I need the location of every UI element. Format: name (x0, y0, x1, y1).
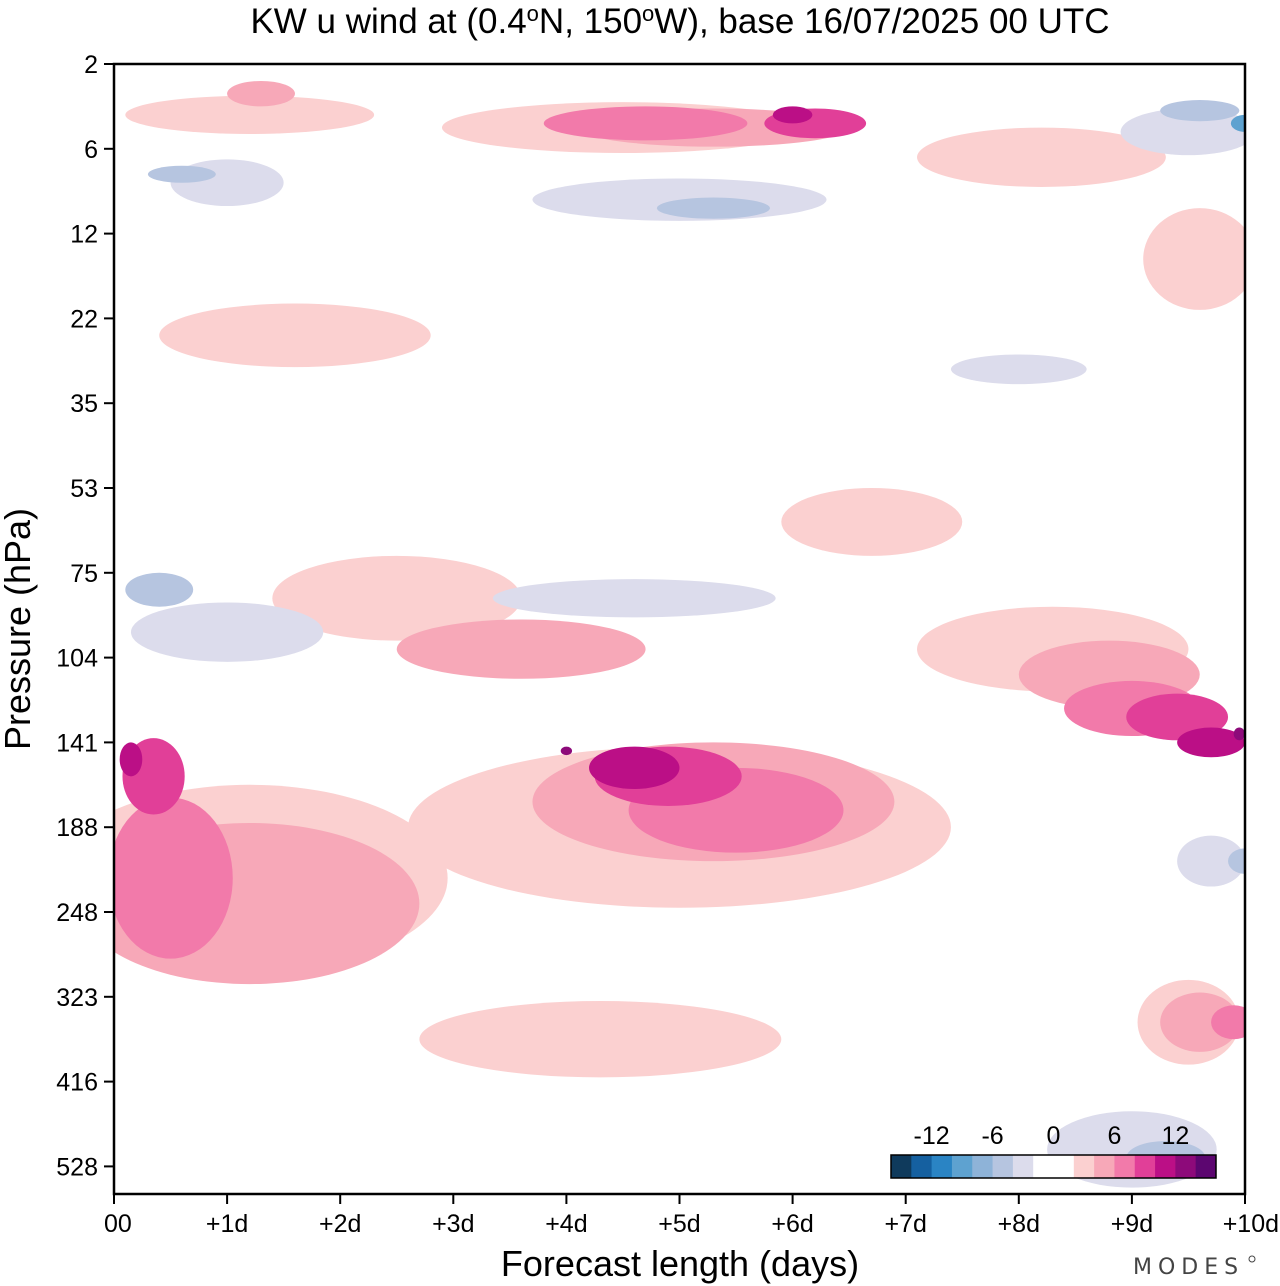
colorbar-swatch-3 (951, 1155, 973, 1178)
x-axis: 00 +1d +2d +3d +4d +5d +6d +7d +8d +9d +10d (104, 1194, 1279, 1238)
x-tick-label-+8d: +8d (998, 1210, 1040, 1238)
x-tick-label-+7d: +7d (884, 1210, 926, 1238)
contour-patch-6-4 (1211, 1005, 1245, 1040)
contour-patch-12-1 (1233, 727, 1245, 741)
contour-patch--4-2 (1160, 100, 1240, 122)
y-axis: 2 6 12 22 35 53 75 104 141 188 248 323 416 528 (56, 51, 114, 1181)
colorbar-swatch-0 (891, 1155, 912, 1178)
y-tick-label-416: 416 (56, 1069, 98, 1097)
title-degree-sup-2: o (642, 1, 654, 26)
y-tick-label-75: 75 (70, 560, 98, 588)
contour-patch-10-0 (772, 106, 813, 124)
contour-patch-4-2 (396, 619, 646, 679)
y-tick-label-141: 141 (56, 729, 98, 757)
y-tick-label-104: 104 (56, 645, 98, 673)
colorbar-label--12: -12 (914, 1122, 950, 1150)
title-suffix: W), base 16/07/2025 00 UTC (654, 2, 1109, 41)
y-tick-label-12: 12 (70, 221, 98, 249)
y-tick-label-248: 248 (56, 899, 98, 927)
x-tick-label-+4d: +4d (545, 1210, 587, 1238)
contour-patch--4-0 (147, 165, 216, 183)
y-tick-label-528: 528 (56, 1153, 98, 1181)
colorbar-label--6: -6 (981, 1122, 1003, 1150)
contour-patch-4-6 (1160, 992, 1240, 1052)
contour-patch-2-10 (419, 1001, 782, 1078)
contour-patch--6-0 (1230, 114, 1245, 132)
contour-patch-4-0 (227, 80, 295, 107)
contour-patch--2-4 (492, 579, 776, 618)
title-degree-sup-1: o (527, 1, 539, 26)
y-tick-label-6: 6 (84, 136, 98, 164)
x-tick-label-+2d: +2d (319, 1210, 361, 1238)
contour-patch--2-5 (130, 602, 324, 662)
colorbar-swatch-8 (1053, 1155, 1075, 1178)
contour-patch--4-5 (1228, 848, 1245, 874)
colorbar-swatch-5 (992, 1155, 1014, 1178)
contour-patch--4-3 (125, 572, 194, 607)
colorbar-swatch-9 (1073, 1155, 1095, 1178)
contour-patch-10-2 (1177, 727, 1245, 758)
colorbar-swatch-14 (1175, 1155, 1197, 1178)
y-tick-label-22: 22 (70, 305, 98, 333)
x-tick-label-00: 00 (104, 1210, 132, 1238)
contour-patch-2-2 (917, 127, 1166, 187)
contour-patch-2-5 (781, 488, 963, 556)
x-tick-label-+9d: +9d (1111, 1210, 1153, 1238)
title-mid: N, 150 (539, 2, 642, 41)
contour-level-10 (119, 106, 1245, 790)
modes-watermark: MODES (1133, 1255, 1244, 1280)
contour-patch-2-3 (1143, 208, 1245, 310)
y-tick-label-323: 323 (56, 984, 98, 1012)
colorbar-swatch-7 (1033, 1155, 1054, 1178)
colorbar-swatch-1 (911, 1155, 933, 1178)
colorbar-swatch-2 (931, 1155, 953, 1178)
y-tick-label-35: 35 (70, 390, 98, 418)
y-axis-title: Pressure (hPa) (0, 508, 38, 750)
colorbar-swatch-11 (1114, 1155, 1136, 1178)
registered-mark-icon (1248, 1255, 1256, 1263)
contour-patch--2-3 (950, 354, 1087, 385)
colorbar-frame (890, 1154, 1217, 1179)
colorbar-label-12: 12 (1161, 1122, 1189, 1150)
chart-title: KW u wind at (0.4oN, 150oW), base 16/07/… (250, 1, 1109, 41)
colorbar-swatch-4 (972, 1155, 994, 1178)
x-tick-label-+5d: +5d (658, 1210, 700, 1238)
colorbar-swatch-12 (1134, 1155, 1156, 1178)
contour-level--6 (1230, 114, 1245, 132)
contour-patch-12-0 (560, 746, 573, 756)
contour-patch--4-1 (656, 197, 770, 219)
colorbar-swatch-10 (1094, 1155, 1115, 1178)
y-tick-label-188: 188 (56, 814, 98, 842)
x-tick-label-+1d: +1d (206, 1210, 248, 1238)
colorbar-label-0: 0 (1047, 1122, 1061, 1150)
contour-field (114, 80, 1245, 1188)
x-tick-label-+6d: +6d (771, 1210, 813, 1238)
contour-patch-2-0 (125, 95, 375, 134)
x-axis-title: Forecast length (days) (501, 1243, 859, 1284)
x-tick-label-+3d: +3d (432, 1210, 474, 1238)
contour-patch--2-7 (1177, 835, 1245, 887)
colorbar-label-6: 6 (1107, 1122, 1121, 1150)
contour-patch-2-6 (272, 555, 522, 641)
colorbar-swatch-13 (1155, 1155, 1176, 1178)
contour-patch-6-0 (543, 106, 748, 141)
colorbar-swatch-15 (1195, 1155, 1217, 1178)
colorbar-swatch-6 (1012, 1155, 1034, 1178)
contour-level--4 (125, 100, 1245, 1175)
contour-level-12 (560, 727, 1245, 756)
contour-patch-6-3 (114, 797, 233, 959)
x-tick-label-+10d: +10d (1223, 1210, 1279, 1238)
y-tick-label-53: 53 (70, 475, 98, 503)
contour-patch-10-1 (589, 746, 680, 790)
colorbar-legend: -12 -6 0 6 12 (890, 1122, 1217, 1179)
title-prefix: KW u wind at (0.4 (250, 2, 526, 41)
contour-patch-10-3 (119, 742, 143, 777)
contour-patch-2-4 (159, 303, 431, 368)
y-tick-label-2: 2 (84, 51, 98, 79)
